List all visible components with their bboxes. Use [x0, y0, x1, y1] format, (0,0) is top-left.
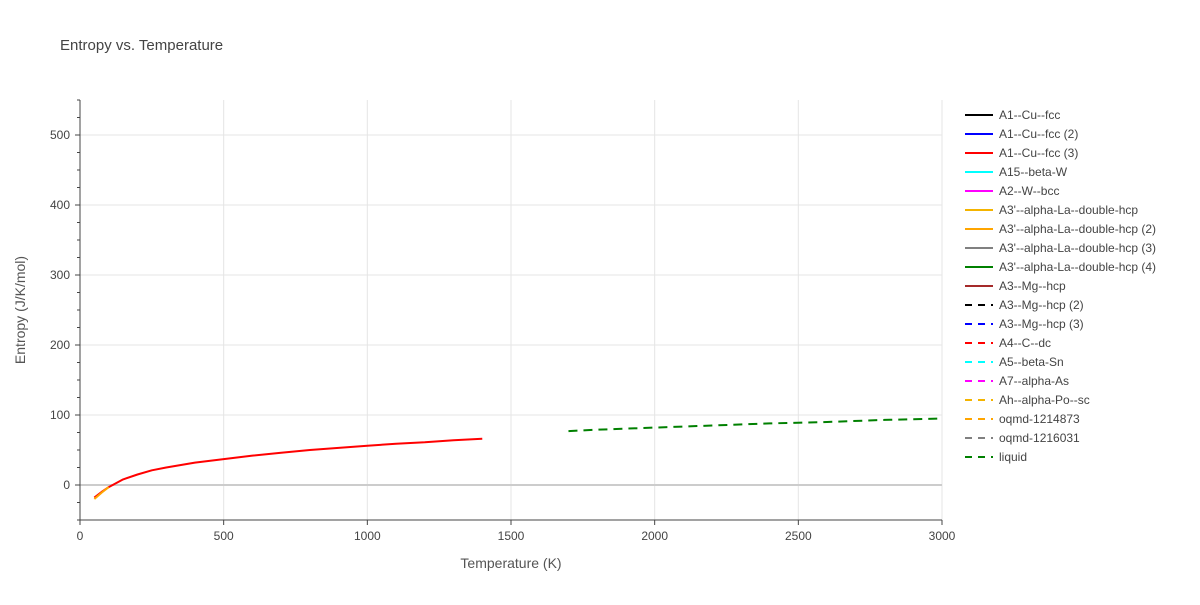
- legend-label: A15--beta-W: [999, 165, 1068, 179]
- y-tick-label: 300: [50, 268, 70, 282]
- legend-label: oqmd-1216031: [999, 431, 1080, 445]
- series-line-liquid: [568, 417, 943, 433]
- legend-label: A1--Cu--fcc (3): [999, 146, 1078, 160]
- legend-label: A1--Cu--fcc (2): [999, 127, 1078, 141]
- legend-label: A4--C--dc: [999, 336, 1051, 350]
- legend-item[interactable]: oqmd-1214873: [965, 412, 1080, 426]
- legend-label: oqmd-1214873: [999, 412, 1080, 426]
- legend-label: A2--W--bcc: [999, 184, 1059, 198]
- legend-item[interactable]: A3--Mg--hcp (2): [965, 298, 1084, 312]
- x-axis-title: Temperature (K): [460, 555, 561, 571]
- legend-item[interactable]: A7--alpha-As: [965, 374, 1069, 388]
- legend-item[interactable]: A15--beta-W: [965, 165, 1068, 179]
- legend-item[interactable]: A5--beta-Sn: [965, 355, 1064, 369]
- legend-label: A3'--alpha-La--double-hcp: [999, 203, 1138, 217]
- legend-item[interactable]: A1--Cu--fcc (2): [965, 127, 1078, 141]
- legend-item[interactable]: A4--C--dc: [965, 336, 1051, 350]
- axes: 0 500 1000 1500 2000 2500 3000 0 100 200 300 400 500: [50, 99, 956, 543]
- legend-label: A3--Mg--hcp (2): [999, 298, 1084, 312]
- legend-label: A3'--alpha-La--double-hcp (2): [999, 222, 1156, 236]
- legend-label: A1--Cu--fcc: [999, 108, 1060, 122]
- legend-label: liquid: [999, 450, 1027, 464]
- legend-label: A3--Mg--hcp (3): [999, 317, 1084, 331]
- x-tick-label: 0: [77, 529, 84, 543]
- x-tick-label: 500: [214, 529, 234, 543]
- legend-item[interactable]: oqmd-1216031: [965, 431, 1080, 445]
- legend-label: A3'--alpha-La--double-hcp (3): [999, 241, 1156, 255]
- legend-item[interactable]: A3'--alpha-La--double-hcp (2): [965, 222, 1156, 236]
- y-tick-label: 200: [50, 338, 70, 352]
- legend-item[interactable]: A3'--alpha-La--double-hcp (4): [965, 260, 1156, 274]
- series-line-a1-cu-fcc-3: [93, 437, 483, 499]
- legend-item[interactable]: Ah--alpha-Po--sc: [965, 393, 1090, 407]
- legend-item[interactable]: A1--Cu--fcc: [965, 108, 1060, 122]
- plot-area: [93, 417, 943, 500]
- x-tick-label: 2500: [785, 529, 812, 543]
- y-tick-label: 100: [50, 408, 70, 422]
- legend-item[interactable]: A3--Mg--hcp (3): [965, 317, 1084, 331]
- x-tick-label: 2000: [641, 529, 668, 543]
- y-tick-label: 0: [63, 478, 70, 492]
- grid: [80, 100, 943, 520]
- legend-item[interactable]: A1--Cu--fcc (3): [965, 146, 1078, 160]
- legend-label: A7--alpha-As: [999, 374, 1069, 388]
- legend[interactable]: A1--Cu--fcc A1--Cu--fcc (2) A1--Cu--fcc (3…: [965, 108, 1156, 464]
- legend-label: A3--Mg--hcp: [999, 279, 1066, 293]
- legend-item[interactable]: A3'--alpha-La--double-hcp (3): [965, 241, 1156, 255]
- y-axis-title: Entropy (J/K/mol): [12, 256, 28, 364]
- x-tick-label: 1500: [498, 529, 525, 543]
- legend-item[interactable]: A3'--alpha-La--double-hcp: [965, 203, 1138, 217]
- x-tick-label: 1000: [354, 529, 381, 543]
- legend-label: A5--beta-Sn: [999, 355, 1064, 369]
- y-tick-label: 500: [50, 128, 70, 142]
- legend-item[interactable]: liquid: [965, 450, 1027, 464]
- legend-label: A3'--alpha-La--double-hcp (4): [999, 260, 1156, 274]
- legend-item[interactable]: A3--Mg--hcp: [965, 279, 1066, 293]
- legend-item[interactable]: A2--W--bcc: [965, 184, 1059, 198]
- legend-label: Ah--alpha-Po--sc: [999, 393, 1090, 407]
- series-line-a3-alpha-la-double-hcp-2: [93, 486, 110, 500]
- y-tick-label: 400: [50, 198, 70, 212]
- x-tick-label: 3000: [929, 529, 956, 543]
- chart-title: Entropy vs. Temperature: [60, 37, 223, 54]
